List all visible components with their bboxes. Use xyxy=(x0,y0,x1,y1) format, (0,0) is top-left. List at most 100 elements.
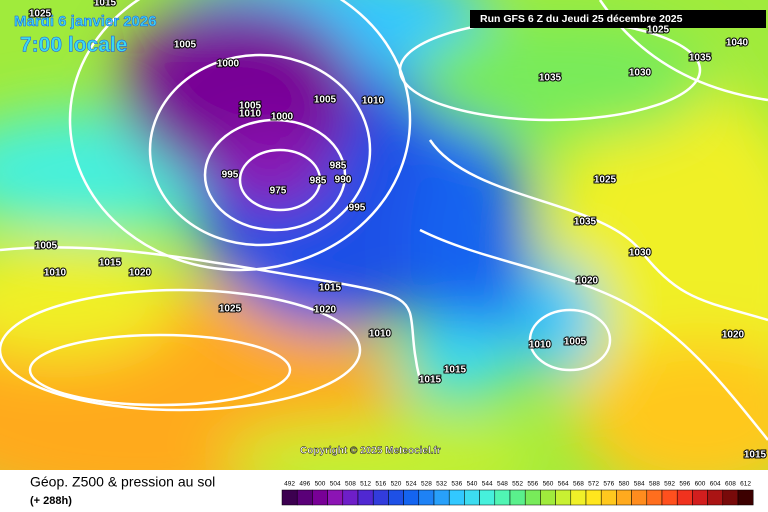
isobar-label: 1030 xyxy=(629,248,652,259)
scale-swatch xyxy=(570,489,587,506)
scale-swatch xyxy=(281,489,298,506)
lead-time: (+ 288h) xyxy=(30,495,72,507)
scale-swatch xyxy=(661,489,678,506)
isobar-label: 1000 xyxy=(271,112,294,123)
scale-swatch xyxy=(327,489,344,506)
isobar-label: 1020 xyxy=(129,268,152,279)
scale-swatch xyxy=(616,489,632,506)
scale-swatch xyxy=(737,489,754,506)
scale-swatch xyxy=(600,489,617,506)
isobar-label: 985 xyxy=(310,176,327,187)
scale-swatch xyxy=(555,489,572,506)
scale-label: 508 xyxy=(345,481,356,488)
isobar-label: 1015 xyxy=(444,365,467,376)
scale-swatch xyxy=(357,489,374,506)
scale-label: 556 xyxy=(527,481,538,488)
isobar-label: 1025 xyxy=(219,304,242,315)
scale-label: 512 xyxy=(360,481,371,488)
scale-label: 612 xyxy=(740,481,751,488)
scale-label: 580 xyxy=(619,481,630,488)
isobar-label: 1005 xyxy=(314,95,337,106)
scale-label: 548 xyxy=(497,481,508,488)
scale-swatch xyxy=(524,489,541,506)
scale-label: 584 xyxy=(634,481,645,488)
forecast-time: 7:00 locale xyxy=(20,34,127,57)
scale-swatch xyxy=(372,489,389,506)
isobar-label: 1025 xyxy=(29,9,52,20)
isobar-label: 985 xyxy=(330,161,347,172)
scale-swatch xyxy=(418,489,435,506)
scale-swatch xyxy=(692,489,708,506)
isobar-label: 1015 xyxy=(744,450,767,461)
isobar-label: 1010 xyxy=(239,109,262,120)
isobar-label: 1015 xyxy=(99,258,122,269)
forecast-date: Mardi 6 janvier 2026 xyxy=(14,13,157,30)
isobar-label: 1040 xyxy=(726,38,749,49)
isobar-label: 1035 xyxy=(689,53,712,64)
scale-label: 516 xyxy=(375,481,386,488)
isobar-label: 1035 xyxy=(574,217,597,228)
scale-swatch xyxy=(448,489,465,506)
isobar-label: 1015 xyxy=(419,375,442,386)
scale-swatch xyxy=(646,489,663,506)
scale-label: 572 xyxy=(588,481,599,488)
scale-label: 560 xyxy=(543,481,554,488)
scale-swatch xyxy=(707,489,724,506)
scale-swatch xyxy=(494,489,511,506)
isobar-label: 1005 xyxy=(564,337,587,348)
isobar-label: 990 xyxy=(335,175,352,186)
isobar-label: 1010 xyxy=(44,268,67,279)
isobar-label: 1010 xyxy=(362,96,385,107)
scale-label: 576 xyxy=(603,481,614,488)
scale-label: 540 xyxy=(467,481,478,488)
scale-label: 536 xyxy=(451,481,462,488)
scale-label: 552 xyxy=(512,481,523,488)
scale-swatch xyxy=(296,489,313,506)
scale-swatch xyxy=(342,489,359,506)
scale-swatch xyxy=(540,489,556,506)
scale-label: 528 xyxy=(421,481,432,488)
scale-label: 568 xyxy=(573,481,584,488)
scale-swatch xyxy=(403,489,420,506)
scale-label: 496 xyxy=(299,481,310,488)
scale-swatch xyxy=(433,489,450,506)
scale-label: 604 xyxy=(710,481,721,488)
scale-label: 504 xyxy=(330,481,341,488)
scale-swatch xyxy=(722,489,739,506)
scale-swatch xyxy=(631,489,648,506)
scale-swatch xyxy=(585,489,602,506)
isobar-label: 1035 xyxy=(539,73,562,84)
scale-label: 524 xyxy=(406,481,417,488)
isobar-label: 1005 xyxy=(174,40,197,51)
scale-label: 492 xyxy=(284,481,295,488)
isobar-label: 1005 xyxy=(239,101,262,112)
isobar-label: 1020 xyxy=(722,330,745,341)
color-scale: 492 496 500 504 508 512 516 520 524 528 532 536 540 5… xyxy=(281,481,754,506)
scale-swatch xyxy=(479,489,496,506)
isobar-label: 1025 xyxy=(647,25,670,36)
isobar-label: 1030 xyxy=(629,68,652,79)
isobar-label: 1010 xyxy=(369,329,392,340)
scale-swatch xyxy=(312,489,328,506)
isobar-label: 1005 xyxy=(35,241,58,252)
scale-label: 588 xyxy=(649,481,660,488)
isobar-label: 975 xyxy=(270,186,287,197)
isobar-label: 1010 xyxy=(529,340,552,351)
scale-label: 608 xyxy=(725,481,736,488)
scale-label: 500 xyxy=(315,481,326,488)
scale-label: 592 xyxy=(664,481,675,488)
scale-label: 520 xyxy=(391,481,402,488)
scale-swatch xyxy=(676,489,693,506)
run-info: Run GFS 6 Z du Jeudi 25 décembre 2025 xyxy=(480,13,683,25)
isobar-label: 1020 xyxy=(576,276,599,287)
scale-label: 544 xyxy=(482,481,493,488)
isobar-label: 995 xyxy=(349,203,366,214)
isobar-label: 1015 xyxy=(94,0,117,9)
run-banner xyxy=(470,10,766,28)
scale-label: 596 xyxy=(679,481,690,488)
isobar-label: 1020 xyxy=(314,305,337,316)
isobar-label: 1025 xyxy=(594,175,617,186)
